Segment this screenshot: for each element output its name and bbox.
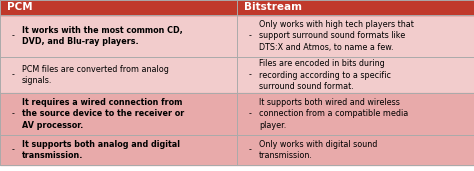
Bar <box>237 93 474 135</box>
Text: -: - <box>249 31 252 41</box>
Text: -: - <box>249 70 252 80</box>
Bar <box>237 15 474 57</box>
Bar <box>0 0 474 15</box>
Text: Only works with high tech players that
support surround sound formats like
DTS:X: Only works with high tech players that s… <box>259 20 414 52</box>
Text: -: - <box>249 109 252 119</box>
Text: Only works with digital sound
transmission.: Only works with digital sound transmissi… <box>259 140 377 160</box>
Text: -: - <box>12 70 15 80</box>
Text: -: - <box>12 146 15 155</box>
Text: It supports both analog and digital
transmission.: It supports both analog and digital tran… <box>22 140 180 160</box>
Text: It works with the most common CD,
DVD, and Blu-ray players.: It works with the most common CD, DVD, a… <box>22 26 183 46</box>
Bar <box>237 135 474 165</box>
Bar <box>0 57 237 93</box>
Text: -: - <box>249 146 252 155</box>
Text: It requires a wired connection from
the source device to the receiver or
AV proc: It requires a wired connection from the … <box>22 98 184 130</box>
Text: Files are encoded in bits during
recording according to a specific
surround soun: Files are encoded in bits during recordi… <box>259 59 391 91</box>
Bar <box>0 15 237 57</box>
Text: -: - <box>12 109 15 119</box>
Text: -: - <box>12 31 15 41</box>
Bar <box>0 135 237 165</box>
Bar <box>237 57 474 93</box>
Text: PCM files are converted from analog
signals.: PCM files are converted from analog sign… <box>22 65 169 85</box>
Text: It supports both wired and wireless
connection from a compatible media
player.: It supports both wired and wireless conn… <box>259 98 408 130</box>
Text: Bitstream: Bitstream <box>244 3 302 12</box>
Text: PCM: PCM <box>7 3 33 12</box>
Bar <box>0 93 237 135</box>
